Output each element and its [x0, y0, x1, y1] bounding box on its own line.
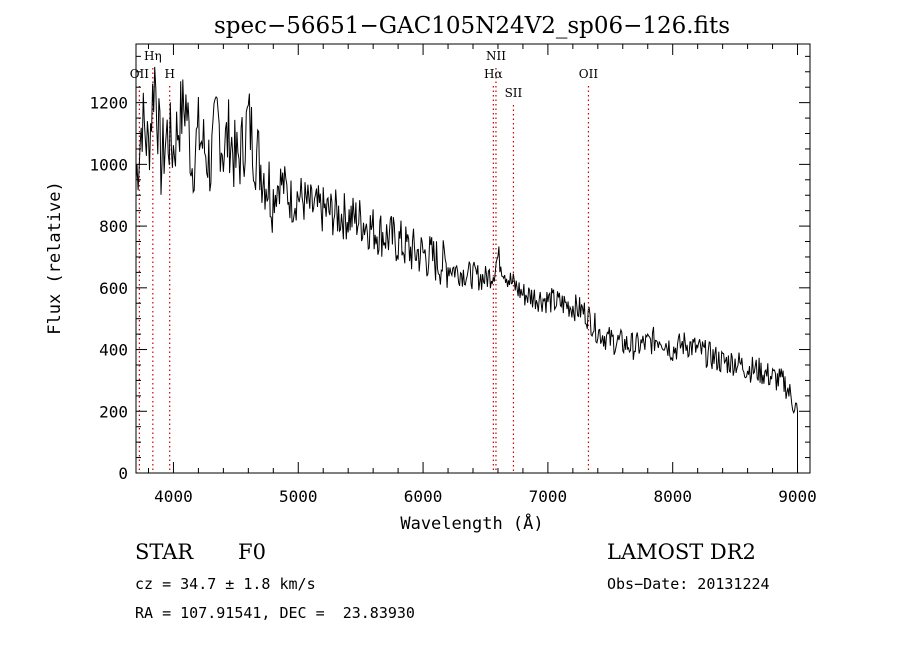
x-tick-label: 7000 [529, 487, 568, 506]
y-tick-label: 1000 [89, 155, 128, 174]
plot-frame [135, 43, 811, 474]
y-tick-label: 200 [99, 402, 128, 421]
spectrum-chart: spec−56651−GAC105N24V2_sp06−126.fits Hη O… [45, 13, 817, 534]
emission-line-label: OII [579, 67, 599, 81]
emission-line-label: Hη [144, 49, 162, 63]
emission-line-label: NII [486, 49, 506, 63]
y-tick-label: 0 [118, 464, 128, 483]
y-tick-label: 1200 [89, 94, 128, 113]
x-tick-label: 4000 [154, 487, 193, 506]
emission-line-markers: Hη OII H NII Hα OII SII [130, 49, 599, 473]
x-tick-label: 9000 [778, 487, 817, 506]
y-axis-label: Flux (relative) [45, 181, 65, 335]
y-tick-label: 800 [99, 217, 128, 236]
axes: 4000 5000 6000 7000 8000 9000 0 200 400 600 800 100… [89, 44, 817, 506]
emission-line-label: Hα [484, 67, 503, 81]
y-tick-label: 400 [99, 341, 128, 360]
emission-line-label: SII [505, 86, 523, 100]
y-tick-label: 600 [99, 279, 128, 298]
x-tick-label: 8000 [653, 487, 692, 506]
survey-name: LAMOST DR2 [607, 540, 756, 564]
object-class: STAR [135, 540, 194, 564]
obs-date-line: Obs−Date: 20131224 [607, 575, 770, 593]
coordinates-line: RA = 107.91541, DEC = 23.83930 [135, 604, 415, 622]
x-tick-label: 5000 [279, 487, 318, 506]
redshift-line: cz = 34.7 ± 1.8 km/s [135, 575, 316, 593]
chart-title: spec−56651−GAC105N24V2_sp06−126.fits [214, 13, 730, 39]
x-axis-label: Wavelength (Å) [400, 512, 543, 534]
x-tick-label: 6000 [404, 487, 443, 506]
spectrum-line [135, 66, 798, 473]
object-subclass: F0 [238, 540, 266, 564]
emission-line-label: OII [130, 67, 150, 81]
emission-line-label: H [164, 67, 174, 81]
